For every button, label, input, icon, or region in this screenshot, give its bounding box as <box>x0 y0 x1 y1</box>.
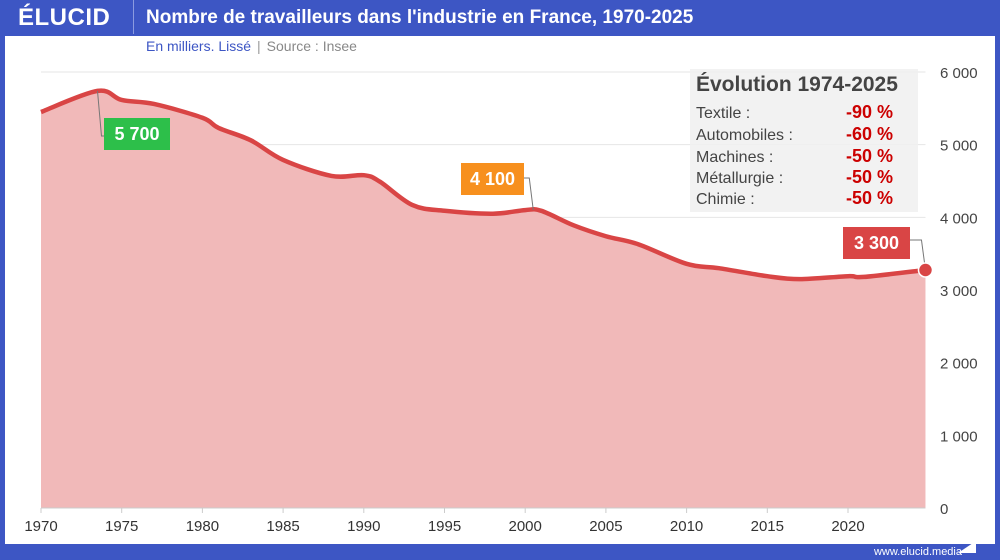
brand-logo: ÉLUCID <box>18 4 111 31</box>
x-tick-label: 1970 <box>24 518 57 535</box>
x-tick-label: 2000 <box>509 518 542 535</box>
subtitle-separator: | <box>257 38 261 54</box>
x-tick-label: 1980 <box>186 518 219 535</box>
y-tick-label: 4 000 <box>940 210 978 227</box>
legend-label: Chimie : <box>696 191 755 208</box>
y-tick-label: 2 000 <box>940 356 978 373</box>
x-tick-label: 1990 <box>347 518 380 535</box>
divider <box>133 0 134 34</box>
x-tick-label: 1975 <box>105 518 138 535</box>
y-tick-label: 3 000 <box>940 283 978 300</box>
footer-url[interactable]: www.elucid.media <box>873 546 962 558</box>
series-line <box>40 88 926 282</box>
source-note: Source : Insee <box>266 38 357 54</box>
legend-row: Métallurgie : -50 % <box>696 167 911 188</box>
legend-value: -50 % <box>846 167 894 187</box>
subtitle: En milliers. Lissé | Source : Insee <box>146 38 357 54</box>
last-point-marker <box>917 262 934 278</box>
annotation-box <box>104 118 170 150</box>
x-tick-label: 2010 <box>670 518 703 535</box>
x-tick-label: 2015 <box>751 518 784 535</box>
legend-value: -90 % <box>846 102 894 122</box>
legend-title: Évolution 1974-2025 <box>696 73 898 96</box>
annotation-label-2000: 4 100 <box>469 169 516 189</box>
legend-label: Automobiles : <box>696 127 793 144</box>
x-tick-label: 1985 <box>266 518 299 535</box>
annotation-box <box>461 163 524 195</box>
legend-box: Évolution 1974-2025 Textile : -90 % Autom… <box>690 69 918 212</box>
y-tick-label: 0 <box>940 501 948 518</box>
legend-label: Métallurgie : <box>696 170 784 187</box>
annotation-label-last: 3 300 <box>853 233 900 253</box>
annotation-connector <box>524 177 534 211</box>
y-tick-label: 6 000 <box>940 65 978 82</box>
x-tick-label: 2005 <box>589 518 622 535</box>
legend-value: -50 % <box>846 188 894 208</box>
header: ÉLUCID Nombre de travailleurs dans l'ind… <box>0 0 1000 36</box>
annotation-box <box>843 227 910 259</box>
legend-value: -50 % <box>846 146 894 166</box>
x-tick-label: 2020 <box>831 518 864 535</box>
legend-row: Machines : -50 % <box>696 146 911 167</box>
legend-row: Chimie : -50 % <box>696 188 911 209</box>
y-tick-label: 5 000 <box>940 138 978 155</box>
legend-label: Textile : <box>696 105 751 122</box>
area-fill <box>41 90 926 508</box>
legend-row: Automobiles : -60 % <box>696 124 911 145</box>
annotation-label-peak: 5 700 <box>114 124 160 144</box>
annotation-connector <box>910 239 926 271</box>
legend-row: Textile : -90 % <box>696 102 911 123</box>
y-tick-label: 1 000 <box>940 428 978 445</box>
unit-note: En milliers. Lissé <box>146 38 252 54</box>
x-tick-label: 1995 <box>428 518 461 535</box>
chart-title: Nombre de travailleurs dans l'industrie … <box>146 7 694 28</box>
legend-value: -60 % <box>846 124 894 144</box>
legend-label: Machines : <box>696 149 774 166</box>
